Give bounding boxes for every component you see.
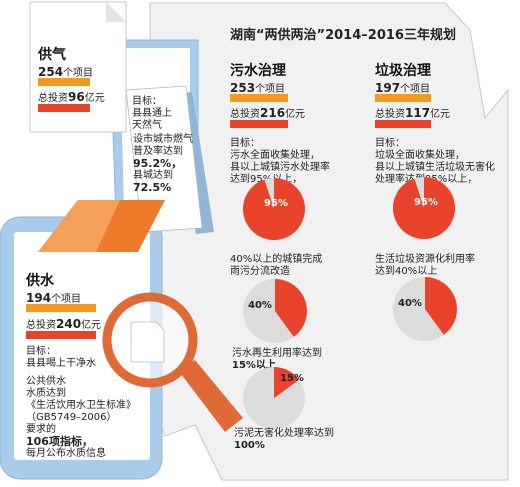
gas-projects: 254个项目 — [38, 65, 94, 79]
sewage-reuse-text: 污水再生利用率达到 15%以上 — [232, 348, 322, 371]
sewage-sludge-text: 污泥无害化处理率达到 100% — [234, 428, 334, 451]
garbage-heading: 垃圾治理 — [375, 63, 431, 79]
water-supply-projects-bar — [26, 304, 96, 312]
gas-investment: 总投资96亿元 — [38, 90, 105, 104]
sewage-pie-reuse-slice-value — [274, 367, 300, 398]
gas-projects-bar — [38, 78, 90, 86]
sewage-pie-treatment — [243, 178, 305, 240]
water-supply-goal: 目标： 县县喝上干净水 — [26, 346, 96, 369]
sewage-projects-bar — [230, 94, 288, 102]
sewage-heading: 污水治理 — [230, 63, 286, 79]
sewage-pie-treatment-label: 95% — [264, 198, 288, 209]
gas-heading: 供气 — [38, 47, 66, 63]
sewage-pie-treatment-slice-value — [243, 178, 305, 240]
water-supply-heading: 供水 — [26, 273, 54, 289]
garbage-recycle-text: 生活垃圾资源化利用率 达到40%以上 — [375, 254, 475, 277]
garbage-investment-bar — [375, 120, 431, 128]
sewage-rainwater-text: 40%以上的城镇完成 雨污分流改造 — [230, 254, 323, 277]
garbage-pie-recycle — [393, 277, 457, 341]
sewage-pie-reuse — [243, 367, 305, 429]
sewage-pie-rainwater-label: 40% — [248, 300, 272, 311]
garbage-projects-bar — [375, 94, 431, 102]
water-supply-projects: 194个项目 — [26, 291, 82, 305]
sewage-investment: 总投资216亿元 — [230, 106, 306, 120]
garbage-pie-recycle-slice-value — [425, 277, 457, 335]
garbage-pie-treatment-slice-value — [393, 177, 455, 239]
sewage-pie-rainwater-slice-value — [275, 279, 307, 337]
page-title: 湖南“两供两治”2014–2016三年规划 — [230, 28, 456, 43]
gas-target: 设市城市燃气 普及率达到 95.2%， 县城达到 72.5% — [133, 134, 193, 194]
water-supply-investment-bar — [26, 331, 96, 339]
gas-investment-bar — [38, 104, 90, 112]
sewage-pie-reuse-label: 15% — [280, 373, 304, 384]
water-supply-detail: 公共供水 水质达到 《生活饮用水卫生标准》 （GB5749–2006） 要求的 … — [26, 376, 136, 459]
garbage-pie-treatment-label: 95% — [414, 197, 438, 208]
sewage-projects: 253个项目 — [230, 81, 286, 95]
gas-goal: 目标： 县县通上 天然气 — [132, 96, 172, 131]
sewage-pie-rainwater — [243, 279, 307, 343]
water-supply-investment: 总投资240亿元 — [26, 317, 102, 331]
garbage-projects: 197个项目 — [375, 81, 431, 95]
garbage-investment: 总投资117亿元 — [375, 106, 451, 120]
garbage-pie-treatment — [393, 177, 455, 239]
garbage-pie-recycle-label: 40% — [398, 298, 422, 309]
sewage-investment-bar — [230, 120, 288, 128]
